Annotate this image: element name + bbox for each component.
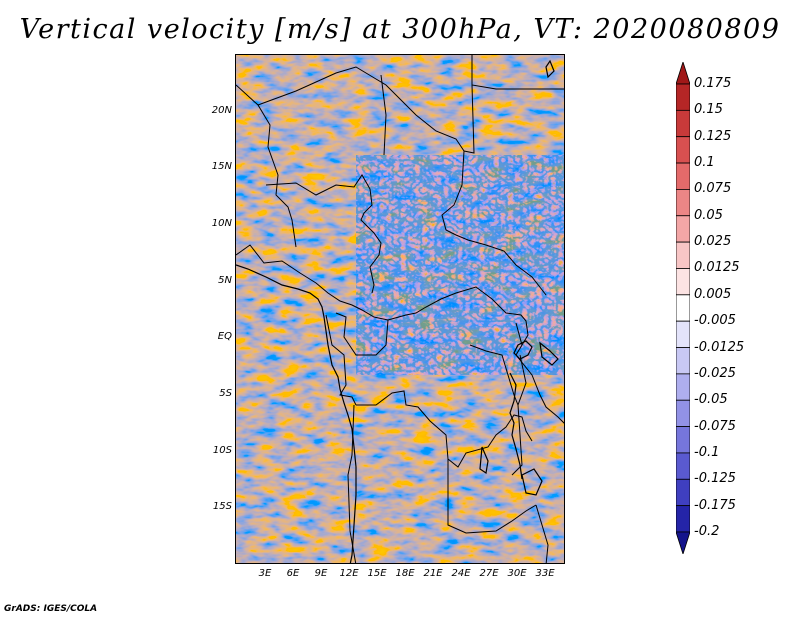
lon-label-27e: 27E <box>479 568 499 579</box>
colorbar-segment <box>676 399 690 427</box>
lon-label-24e: 24E <box>451 568 471 579</box>
map-panel <box>235 54 565 564</box>
lon-label-18e: 18E <box>395 568 415 579</box>
colorbar <box>676 62 690 554</box>
colorbar-segment <box>676 320 690 348</box>
colorbar-label: -0.075 <box>694 418 736 434</box>
colorbar-label: -0.2 <box>694 524 720 539</box>
footer-credit: GrADS: IGES/COLA <box>4 604 98 614</box>
colorbar-label: -0.005 <box>694 313 736 329</box>
colorbar-label: 0.15 <box>694 102 723 118</box>
colorbar-label: 0.1 <box>694 155 715 171</box>
colorbar-label: -0.05 <box>694 392 728 408</box>
lon-label-15e: 15E <box>367 568 387 579</box>
lat-label-10s: 10S <box>212 445 232 456</box>
lat-label-15s: 15S <box>212 501 232 512</box>
coastline <box>236 59 559 563</box>
lat-label-eq: EQ <box>217 331 232 342</box>
colorbar-label: 0.005 <box>694 286 732 302</box>
colorbar-segment <box>676 478 690 507</box>
velocity-field <box>236 55 564 563</box>
colorbar-segment <box>676 189 690 217</box>
colorbar-segment <box>676 83 690 111</box>
colorbar-segment <box>676 347 690 375</box>
chart-title: Vertical velocity [m/s] at 300hPa, VT: 2… <box>19 14 781 45</box>
lat-label-10n: 10N <box>211 218 232 229</box>
lon-label-21e: 21E <box>423 568 443 579</box>
colorbar-label: -0.025 <box>694 365 736 381</box>
colorbar-label: -0.125 <box>694 471 736 487</box>
lat-label-5n: 5N <box>218 275 232 286</box>
colorbar-segment <box>676 136 690 164</box>
colorbar-segment <box>676 162 690 190</box>
colorbar-segment <box>676 294 690 322</box>
colorbar-label: 0.175 <box>694 76 732 91</box>
colorbar-label: 0.075 <box>694 181 732 197</box>
colorbar-segment <box>676 505 690 533</box>
colorbar-segment <box>676 215 690 243</box>
colorbar-segment <box>676 426 690 454</box>
colorbar-label: -0.175 <box>694 497 736 513</box>
colorbar-segment <box>676 268 690 296</box>
colorbar-bottom-arrow <box>676 531 690 554</box>
colorbar-segment <box>676 241 690 269</box>
colorbar-label: -0.1 <box>694 444 720 460</box>
colorbar-label: 0.0125 <box>694 260 740 276</box>
colorbar-label: 0.125 <box>694 128 732 144</box>
colorbar-label: -0.0125 <box>694 339 745 355</box>
colorbar-top-arrow <box>676 62 690 85</box>
lat-label-15n: 15N <box>211 161 232 172</box>
lat-label-5s: 5S <box>219 388 232 399</box>
lon-label-6e: 6E <box>286 568 300 579</box>
colorbar-label: 0.025 <box>694 234 732 250</box>
lon-label-33e: 33E <box>535 568 555 579</box>
lat-label-20n: 20N <box>211 105 232 116</box>
lon-label-9e: 9E <box>314 568 328 579</box>
convective-field <box>356 155 564 375</box>
colorbar-segment <box>676 109 690 138</box>
lon-label-12e: 12E <box>339 568 359 579</box>
colorbar-segment <box>676 373 690 401</box>
colorbar-label: 0.05 <box>694 207 723 223</box>
lon-label-30e: 30E <box>507 568 527 579</box>
lon-label-3e: 3E <box>258 568 272 579</box>
colorbar-segment <box>676 452 690 480</box>
